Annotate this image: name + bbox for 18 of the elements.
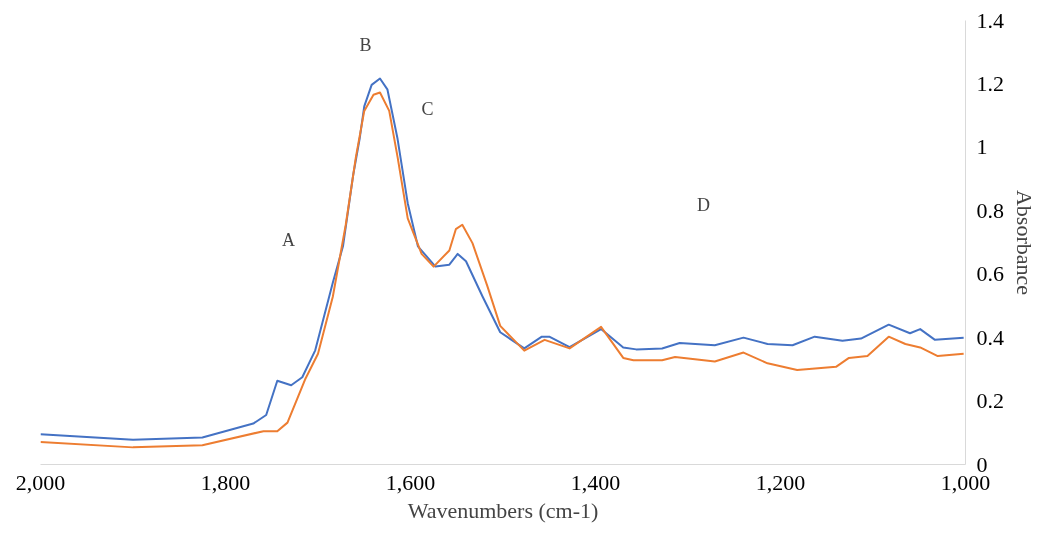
y-tick-label: 1 xyxy=(976,134,988,160)
y-tick-label: 0.2 xyxy=(976,388,1004,414)
x-tick-label: 1,200 xyxy=(755,469,806,495)
y-axis-title: Absorbance xyxy=(1012,189,1037,296)
y-tick-label: 0.8 xyxy=(976,197,1004,223)
x-tick-label: 1,600 xyxy=(385,469,436,495)
y-tick-label: 0.4 xyxy=(976,324,1004,350)
y-tick-label: 1.4 xyxy=(976,7,1004,33)
x-axis-title: Wavenumbers (cm-1) xyxy=(407,497,599,523)
annotation: A xyxy=(282,229,295,250)
annotation: D xyxy=(697,194,710,215)
annotation: B xyxy=(359,34,372,55)
x-tick-label: 1,800 xyxy=(200,469,251,495)
y-tick-label: 1.2 xyxy=(976,70,1004,96)
x-tick-label: 1,400 xyxy=(570,469,621,495)
annotation: C xyxy=(421,98,434,119)
x-tick-label: 2,000 xyxy=(15,469,66,495)
y-tick-label: 0.6 xyxy=(976,261,1004,287)
